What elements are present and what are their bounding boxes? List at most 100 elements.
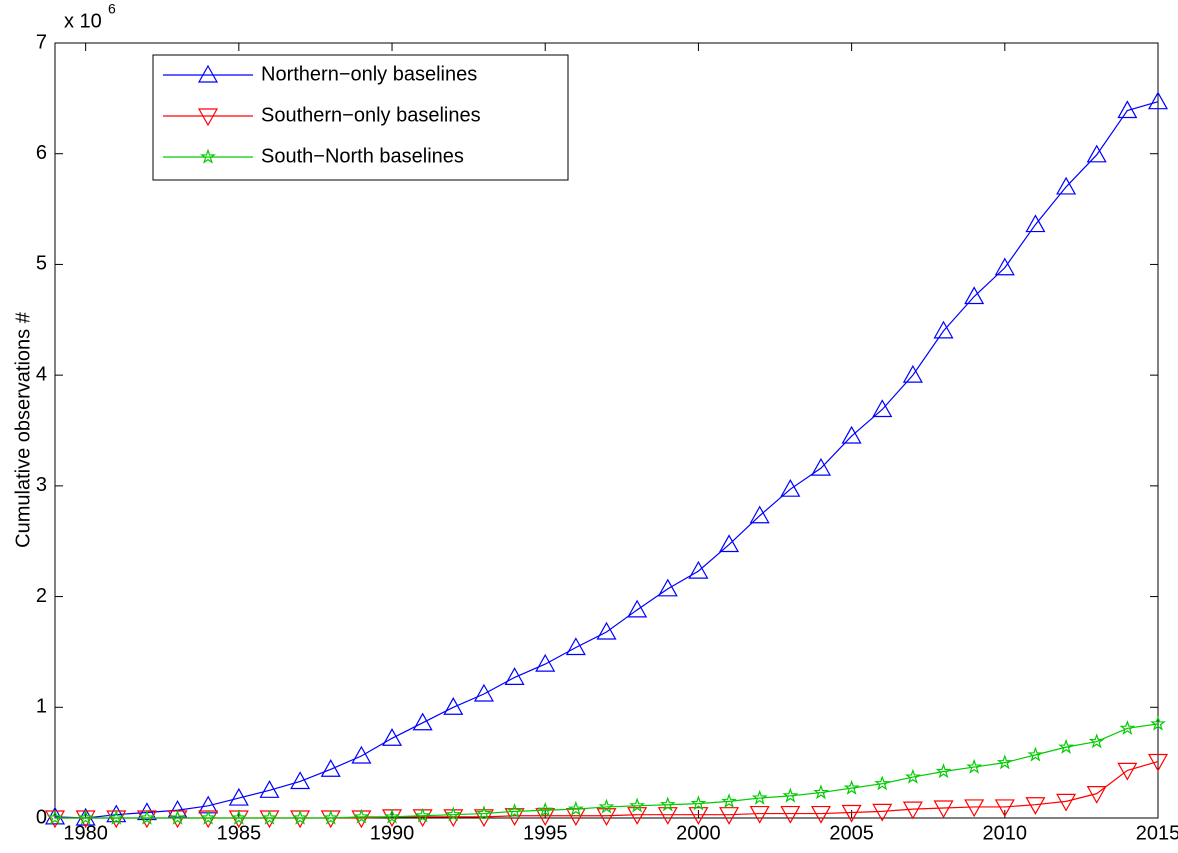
marker [537, 801, 554, 817]
y-tick-label: 5 [36, 253, 47, 275]
marker [504, 667, 525, 685]
marker [1058, 738, 1075, 754]
marker [414, 807, 431, 823]
marker [596, 621, 617, 640]
marker [197, 64, 219, 83]
marker [504, 808, 525, 827]
marker [964, 799, 985, 818]
marker [473, 809, 494, 828]
marker [690, 795, 707, 811]
marker [259, 780, 280, 798]
legend-label: South−North baselines [261, 145, 464, 167]
x-tick-label: 1985 [217, 822, 262, 844]
marker [902, 801, 923, 820]
marker [322, 809, 339, 825]
marker [47, 809, 63, 825]
marker [476, 805, 492, 821]
marker [1117, 100, 1138, 119]
marker [1117, 762, 1138, 781]
marker [627, 807, 648, 825]
y-axis-label: Cumulative observations # [12, 311, 34, 548]
marker [841, 804, 862, 823]
marker [841, 425, 862, 444]
marker [904, 768, 921, 784]
marker [106, 810, 127, 829]
marker [1086, 786, 1107, 804]
marker [994, 257, 1015, 276]
y-tick-label: 7 [36, 31, 47, 53]
marker [535, 808, 556, 827]
y-tick-label: 0 [36, 806, 47, 828]
marker [659, 796, 676, 812]
y-tick-label: 4 [36, 363, 47, 385]
marker [933, 800, 954, 819]
marker [1150, 715, 1166, 731]
marker [320, 759, 341, 777]
marker [933, 320, 954, 339]
marker [1147, 753, 1169, 772]
marker [627, 599, 648, 618]
marker [1147, 91, 1169, 110]
marker [106, 804, 127, 823]
marker [473, 683, 494, 702]
marker [230, 809, 247, 825]
marker [108, 809, 125, 825]
marker [657, 807, 678, 825]
y-tick-label: 2 [36, 585, 47, 607]
plot-frame [54, 42, 1159, 819]
marker [1086, 144, 1107, 163]
marker [780, 805, 801, 824]
marker [320, 810, 341, 829]
marker [1056, 176, 1077, 195]
marker [902, 364, 923, 383]
marker [1119, 719, 1136, 736]
marker [598, 798, 615, 814]
legend-label: Northern−only baselines [261, 63, 477, 85]
marker [77, 809, 94, 825]
marker [751, 789, 768, 805]
marker [138, 809, 155, 825]
marker [200, 148, 216, 164]
marker [167, 800, 188, 818]
marker [261, 809, 278, 825]
marker [445, 806, 462, 822]
marker [782, 787, 799, 803]
marker [966, 758, 983, 774]
y-tick-label: 6 [36, 142, 47, 164]
marker [353, 808, 370, 824]
series-line [55, 723, 1159, 819]
y-multiplier-exp: 6 [108, 1, 116, 17]
marker [169, 809, 186, 825]
marker [810, 457, 831, 476]
marker [657, 578, 678, 597]
x-tick-label: 2000 [676, 822, 721, 844]
y-tick-label: 3 [36, 474, 47, 496]
marker [1025, 214, 1046, 233]
marker [412, 712, 433, 731]
marker [506, 803, 523, 819]
y-multiplier: x 10 [64, 10, 102, 32]
marker [1025, 797, 1046, 815]
marker [1088, 733, 1105, 749]
x-tick-label: 1990 [370, 822, 415, 844]
marker [382, 728, 403, 746]
series-line [54, 101, 1159, 819]
marker [719, 534, 740, 553]
marker [719, 807, 740, 825]
marker [749, 505, 770, 524]
marker [688, 807, 709, 825]
x-tick-label: 2010 [983, 822, 1028, 844]
marker [290, 771, 311, 790]
marker [535, 653, 556, 672]
marker [567, 800, 584, 816]
marker [443, 697, 464, 715]
marker [810, 805, 831, 824]
y-tick-label: 1 [36, 696, 47, 718]
marker [197, 108, 219, 127]
marker [228, 787, 249, 806]
legend-label: Southern−only baselines [261, 104, 481, 126]
marker [1056, 793, 1077, 812]
marker [780, 478, 801, 497]
